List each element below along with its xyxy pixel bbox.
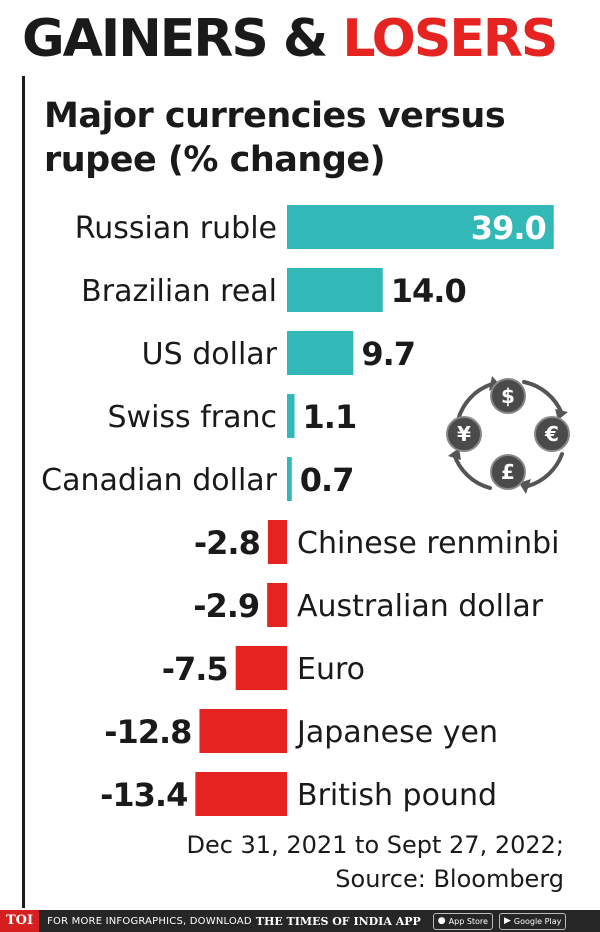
data-label: 39.0	[471, 209, 546, 247]
category-label: Brazilian real	[81, 274, 277, 309]
headline-gainers: GAINERS &	[22, 9, 343, 69]
bar	[199, 709, 287, 753]
bar	[287, 394, 295, 438]
toi-logo: TOI	[0, 910, 40, 932]
footer-bar: TOI FOR MORE INFOGRAPHICS, DOWNLOAD THE …	[0, 910, 600, 932]
app-store-label: App Store	[448, 916, 488, 926]
chart-subtitle: Major currencies versus rupee (% change)	[44, 96, 506, 180]
data-label: -13.4	[100, 776, 187, 814]
footer-brand: THE TIMES OF INDIA APP	[255, 914, 421, 928]
bar	[195, 772, 287, 816]
bar	[287, 457, 292, 501]
source-credit: Source: Bloomberg	[335, 865, 564, 893]
bar	[267, 520, 287, 564]
data-label: 0.7	[300, 461, 354, 499]
data-label: 14.0	[391, 272, 466, 310]
category-label: Russian ruble	[75, 211, 277, 246]
category-label: Chinese renminbi	[297, 526, 560, 561]
source-note: Dec 31, 2021 to Sept 27, 2022; Source: B…	[186, 828, 564, 896]
data-label: 1.1	[303, 398, 357, 436]
currency-symbol: ¥	[457, 422, 471, 446]
date-range: Dec 31, 2021 to Sept 27, 2022;	[186, 831, 564, 859]
google-play-label: Google Play	[513, 916, 562, 926]
category-label: Swiss franc	[108, 400, 278, 435]
headline-losers: LOSERS	[342, 9, 558, 69]
bar	[235, 646, 287, 690]
currency-symbol: €	[544, 422, 559, 446]
bar-chart: Russian ruble 39.0 Brazilian real 14.0 US do…	[41, 205, 560, 816]
headline: GAINERS & LOSERS	[22, 2, 558, 76]
play-icon: ▶	[503, 915, 511, 926]
category-label: Japanese yen	[295, 715, 498, 750]
bar	[287, 268, 383, 312]
left-rule	[22, 76, 25, 908]
data-label: 9.7	[361, 335, 415, 373]
category-label: British pound	[297, 778, 497, 813]
currency-exchange-icon: $ € £ ¥	[446, 376, 570, 494]
data-label: -2.9	[193, 587, 259, 625]
currency-symbol: £	[501, 460, 515, 484]
app-store-badge[interactable]: ● App Store	[432, 912, 493, 930]
data-label: -12.8	[104, 713, 191, 751]
category-label: Canadian dollar	[41, 463, 277, 498]
apple-icon: ●	[437, 915, 446, 926]
data-label: -2.8	[194, 524, 260, 562]
category-label: Euro	[297, 652, 365, 687]
bar	[287, 331, 354, 375]
footer-promo: FOR MORE INFOGRAPHICS, DOWNLOAD	[47, 915, 252, 927]
google-play-badge[interactable]: ▶ Google Play	[498, 912, 567, 930]
bar	[267, 583, 287, 627]
category-label: US dollar	[142, 337, 278, 372]
bar	[287, 205, 554, 249]
data-label: -7.5	[162, 650, 228, 688]
currency-symbol: $	[501, 384, 515, 408]
category-label: Australian dollar	[297, 589, 544, 624]
